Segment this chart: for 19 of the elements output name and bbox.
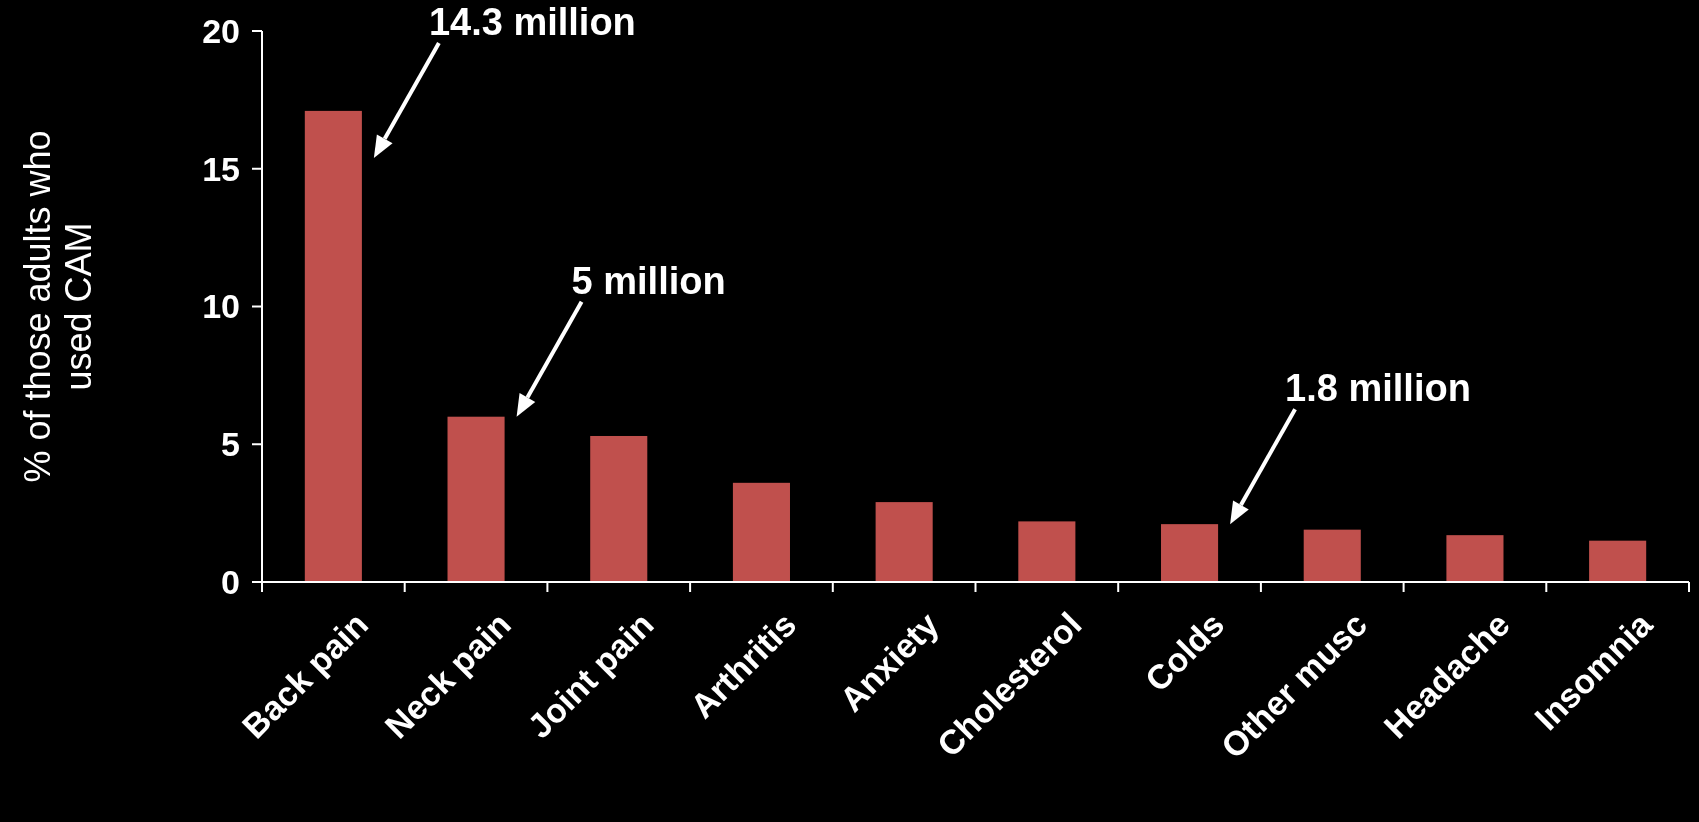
bar — [447, 416, 505, 582]
y-tick-label: 15 — [202, 149, 240, 188]
annotation: 5 million — [571, 259, 726, 302]
bar — [590, 435, 648, 582]
y-tick-label: 0 — [221, 562, 240, 601]
y-tick-label: 20 — [202, 11, 240, 50]
y-tick-label: 5 — [221, 425, 240, 464]
bar — [732, 482, 790, 582]
annotation: 14.3 million — [428, 1, 636, 44]
annotation: 1.8 million — [1285, 367, 1471, 410]
bar — [304, 110, 362, 582]
y-tick-label: 10 — [202, 287, 240, 326]
y-axis-title: % of those adults who used CAM — [17, 130, 100, 483]
bar — [1161, 524, 1219, 582]
bar — [1589, 540, 1647, 582]
bar — [1303, 529, 1361, 582]
bar — [1018, 521, 1076, 582]
bar — [1446, 535, 1504, 582]
bar — [875, 502, 933, 582]
